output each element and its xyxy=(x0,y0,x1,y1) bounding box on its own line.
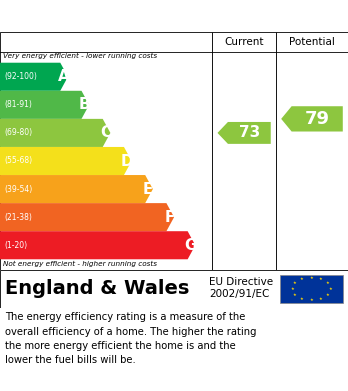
Text: (39-54): (39-54) xyxy=(4,185,32,194)
Text: Not energy efficient - higher running costs: Not energy efficient - higher running co… xyxy=(3,260,158,267)
Text: Potential: Potential xyxy=(289,37,335,47)
Polygon shape xyxy=(0,203,174,231)
Text: B: B xyxy=(79,97,90,112)
Text: Energy Efficiency Rating: Energy Efficiency Rating xyxy=(5,7,253,25)
Text: ★: ★ xyxy=(326,293,330,297)
Text: ★: ★ xyxy=(319,277,323,281)
Polygon shape xyxy=(218,122,271,144)
Text: ★: ★ xyxy=(300,297,304,301)
Polygon shape xyxy=(0,63,68,91)
Polygon shape xyxy=(0,231,195,259)
Text: (55-68): (55-68) xyxy=(4,156,32,165)
Text: 79: 79 xyxy=(305,110,330,128)
Text: G: G xyxy=(184,238,197,253)
Text: (21-38): (21-38) xyxy=(4,213,32,222)
Text: ★: ★ xyxy=(293,281,297,285)
Text: C: C xyxy=(100,126,111,140)
Text: D: D xyxy=(121,154,133,169)
Text: A: A xyxy=(57,69,69,84)
Text: EU Directive
2002/91/EC: EU Directive 2002/91/EC xyxy=(209,277,273,300)
Text: ★: ★ xyxy=(329,287,332,291)
Text: ★: ★ xyxy=(300,277,304,281)
Text: F: F xyxy=(164,210,175,225)
Text: (92-100): (92-100) xyxy=(4,72,37,81)
Bar xyxy=(0,32,212,270)
Text: England & Wales: England & Wales xyxy=(5,280,190,298)
Text: ★: ★ xyxy=(293,293,297,297)
FancyBboxPatch shape xyxy=(280,275,343,303)
Bar xyxy=(276,32,348,270)
Polygon shape xyxy=(0,147,132,175)
Bar xyxy=(212,32,276,270)
Text: ★: ★ xyxy=(319,297,323,301)
Polygon shape xyxy=(0,119,110,147)
Text: (69-80): (69-80) xyxy=(4,128,32,137)
Text: ★: ★ xyxy=(310,298,313,302)
Text: ★: ★ xyxy=(310,276,313,280)
Text: E: E xyxy=(143,181,153,197)
Text: 73: 73 xyxy=(239,126,260,140)
Text: The energy efficiency rating is a measure of the
overall efficiency of a home. T: The energy efficiency rating is a measur… xyxy=(5,312,257,365)
Polygon shape xyxy=(281,106,343,131)
Polygon shape xyxy=(0,175,153,203)
Text: ★: ★ xyxy=(291,287,294,291)
Text: ★: ★ xyxy=(326,281,330,285)
Polygon shape xyxy=(0,91,89,119)
Text: (1-20): (1-20) xyxy=(4,241,27,250)
Text: Current: Current xyxy=(224,37,264,47)
Text: Very energy efficient - lower running costs: Very energy efficient - lower running co… xyxy=(3,53,158,59)
Text: (81-91): (81-91) xyxy=(4,100,32,109)
